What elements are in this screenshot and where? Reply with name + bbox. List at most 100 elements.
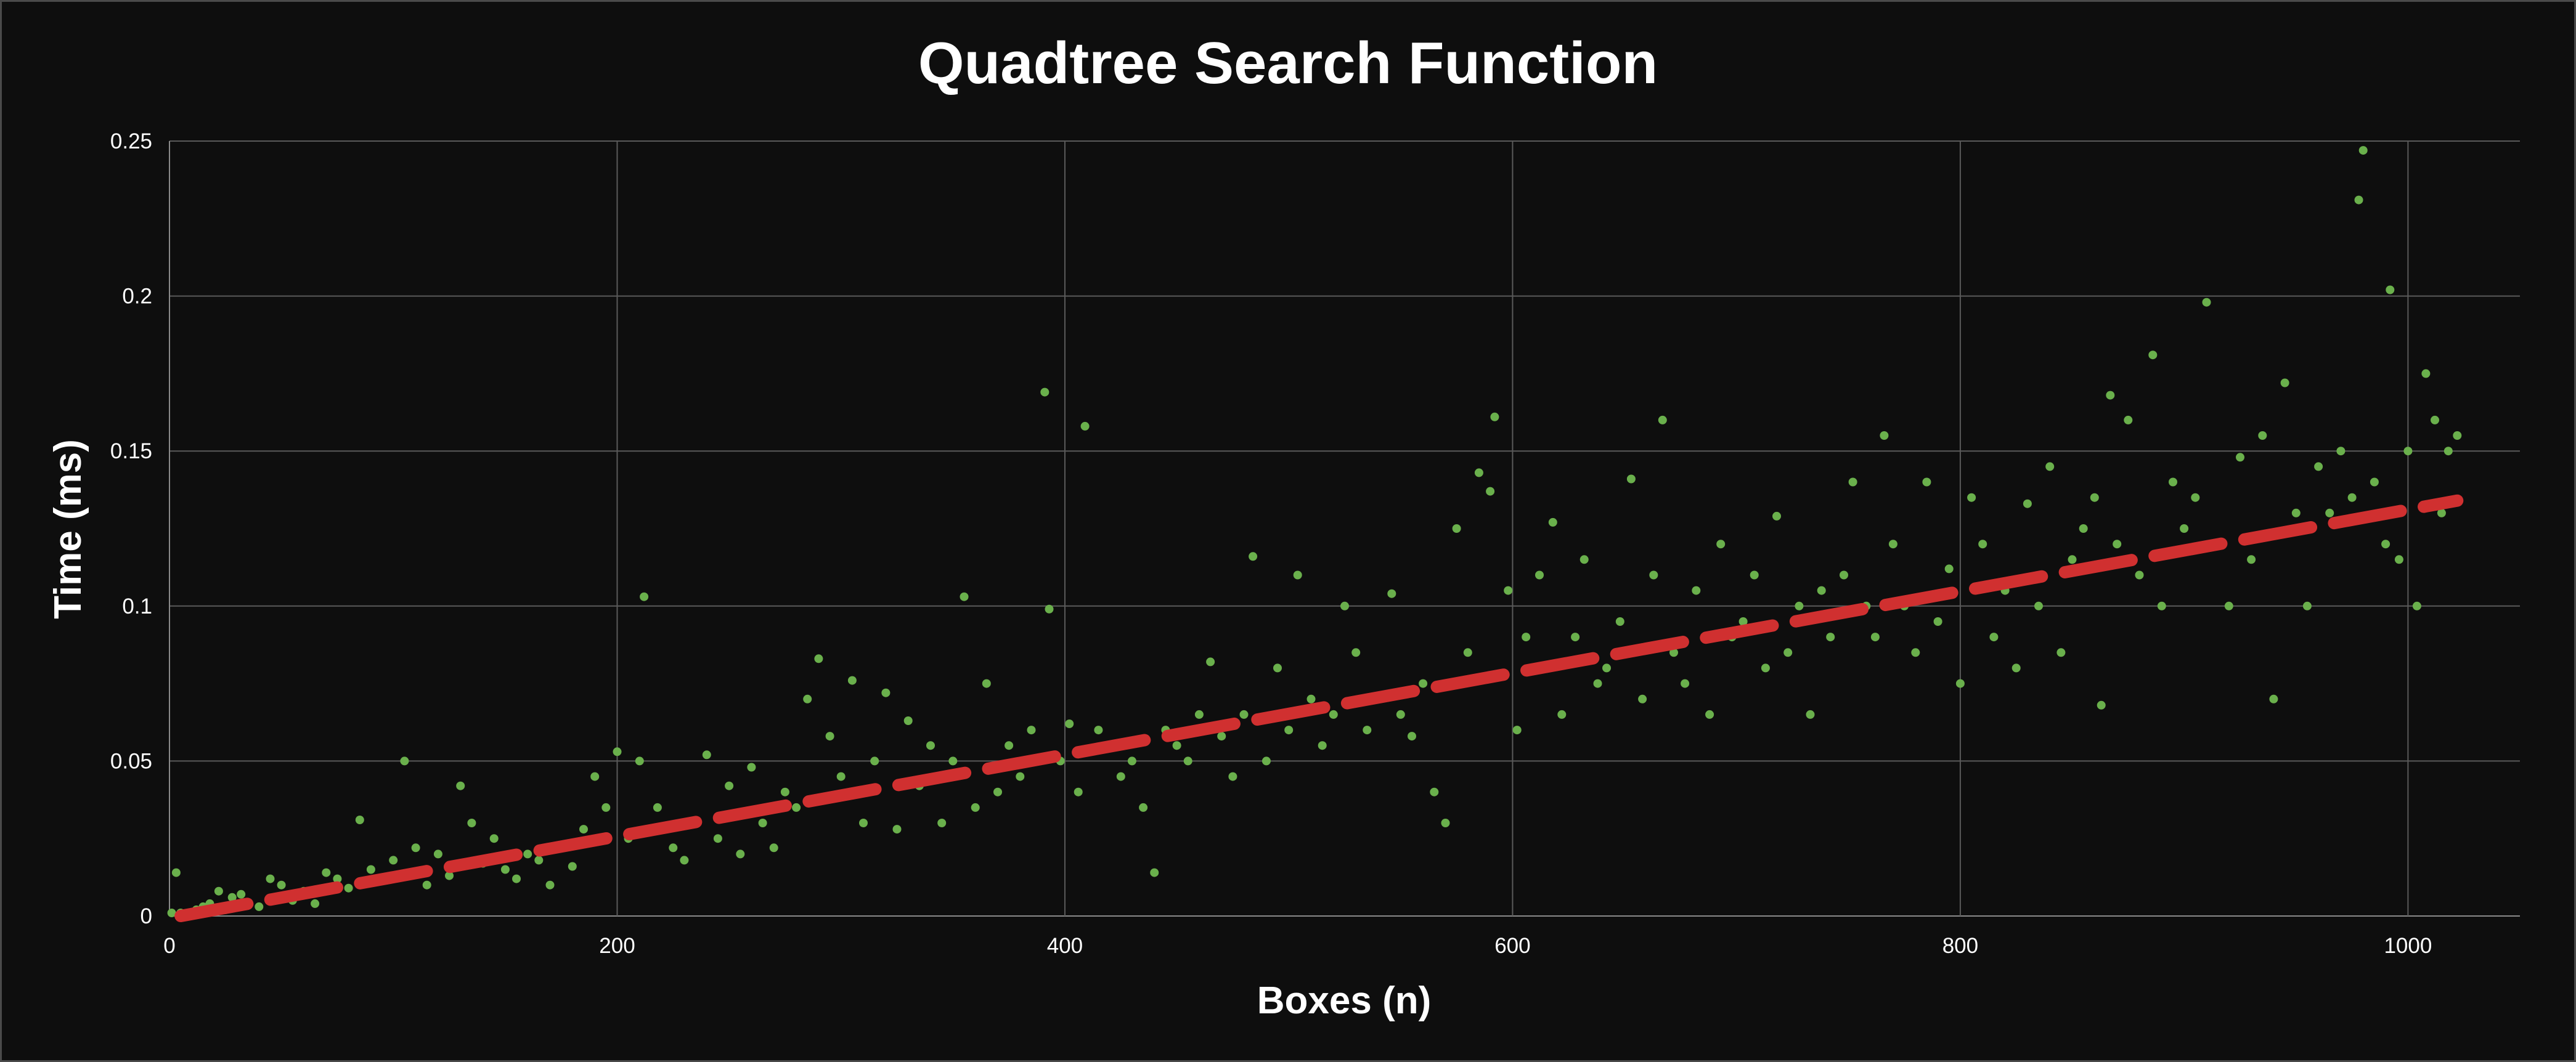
data-point	[1989, 633, 1999, 642]
data-point	[2354, 195, 2363, 205]
data-point	[2135, 570, 2144, 580]
data-point	[1080, 421, 1090, 431]
data-point	[2386, 285, 2395, 294]
data-point	[1738, 617, 1748, 626]
data-point	[2347, 493, 2357, 502]
data-point	[1183, 756, 1192, 766]
data-point	[1955, 679, 1965, 688]
x-tick-label: 200	[599, 934, 635, 958]
data-point	[2023, 499, 2032, 508]
data-point	[680, 856, 689, 865]
data-point	[422, 880, 431, 890]
data-point	[1626, 474, 1636, 484]
data-point	[400, 756, 409, 766]
y-tick-label: 0.15	[110, 439, 152, 463]
data-point	[1669, 648, 1678, 657]
data-point	[1430, 787, 1439, 796]
data-point	[1094, 726, 1103, 735]
data-point	[2056, 648, 2066, 657]
data-point	[2097, 700, 2106, 710]
data-point	[1419, 679, 1428, 688]
data-point	[1486, 487, 1495, 496]
data-point	[926, 741, 935, 750]
data-point	[825, 732, 834, 741]
data-point	[1065, 719, 1074, 728]
data-point	[1045, 604, 1054, 614]
data-point	[1522, 633, 1531, 642]
data-point	[1206, 657, 1215, 667]
x-tick-label: 0	[163, 934, 175, 958]
data-point	[1933, 617, 1942, 626]
data-point	[892, 825, 902, 834]
data-point	[2034, 601, 2043, 610]
data-point	[1761, 663, 1770, 673]
data-point	[725, 781, 734, 790]
data-point	[2280, 378, 2289, 387]
trendline-path	[174, 494, 2464, 922]
data-point	[1228, 772, 1237, 781]
data-point	[2224, 601, 2233, 610]
data-point	[2011, 663, 2021, 673]
data-point	[881, 688, 891, 697]
data-point	[640, 592, 649, 601]
y-tick-label: 0.05	[110, 749, 152, 773]
data-point	[2358, 146, 2368, 155]
data-point	[601, 803, 611, 812]
data-point	[2124, 415, 2133, 424]
data-point	[1363, 726, 1372, 735]
data-point	[1638, 694, 1647, 703]
data-point	[1005, 741, 1014, 750]
data-point	[2258, 431, 2267, 440]
data-point	[2247, 555, 2256, 564]
data-point	[1870, 633, 1880, 642]
data-point	[1795, 601, 1804, 610]
data-point	[1150, 868, 1159, 877]
data-point	[971, 803, 980, 812]
data-point	[2169, 477, 2177, 487]
y-axis-ticks: 0 0.05 0.1 0.15 0.2 0.25	[110, 129, 152, 928]
data-point	[859, 819, 868, 827]
data-point	[445, 871, 454, 880]
data-point	[870, 756, 879, 766]
scatter-points	[167, 146, 2462, 920]
data-point	[1888, 540, 1897, 549]
x-tick-label: 600	[1494, 934, 1530, 958]
data-point	[167, 909, 176, 917]
data-point	[1293, 570, 1302, 580]
data-point	[579, 825, 588, 834]
data-point	[948, 756, 958, 766]
data-point	[2180, 524, 2189, 533]
data-point	[613, 747, 622, 756]
data-point	[1074, 787, 1083, 796]
data-point	[534, 856, 544, 865]
data-point	[1139, 803, 1148, 812]
data-point	[1602, 663, 1611, 673]
data-point	[635, 756, 644, 766]
data-point	[2236, 453, 2244, 462]
data-point	[1408, 732, 1416, 741]
data-point	[2381, 540, 2391, 549]
data-point	[2421, 369, 2431, 378]
data-point	[1716, 540, 1726, 549]
data-point	[1817, 586, 1826, 595]
data-point	[2079, 524, 2088, 533]
data-point	[1658, 415, 1667, 424]
data-point	[982, 679, 991, 688]
data-point	[780, 787, 789, 796]
x-tick-label: 800	[1942, 934, 1978, 958]
data-point	[2106, 391, 2115, 400]
data-point	[1463, 648, 1472, 657]
data-point	[1783, 648, 1793, 657]
data-point	[2148, 351, 2158, 360]
y-axis-label: Time (ms)	[47, 439, 89, 619]
data-point	[903, 716, 913, 725]
data-point	[1490, 412, 1499, 421]
data-point	[237, 890, 246, 899]
data-point	[769, 843, 778, 853]
data-point	[2302, 601, 2312, 610]
data-point	[1474, 468, 1483, 477]
data-point	[1806, 710, 1815, 719]
data-point	[1306, 694, 1316, 703]
data-point	[1750, 570, 1759, 580]
